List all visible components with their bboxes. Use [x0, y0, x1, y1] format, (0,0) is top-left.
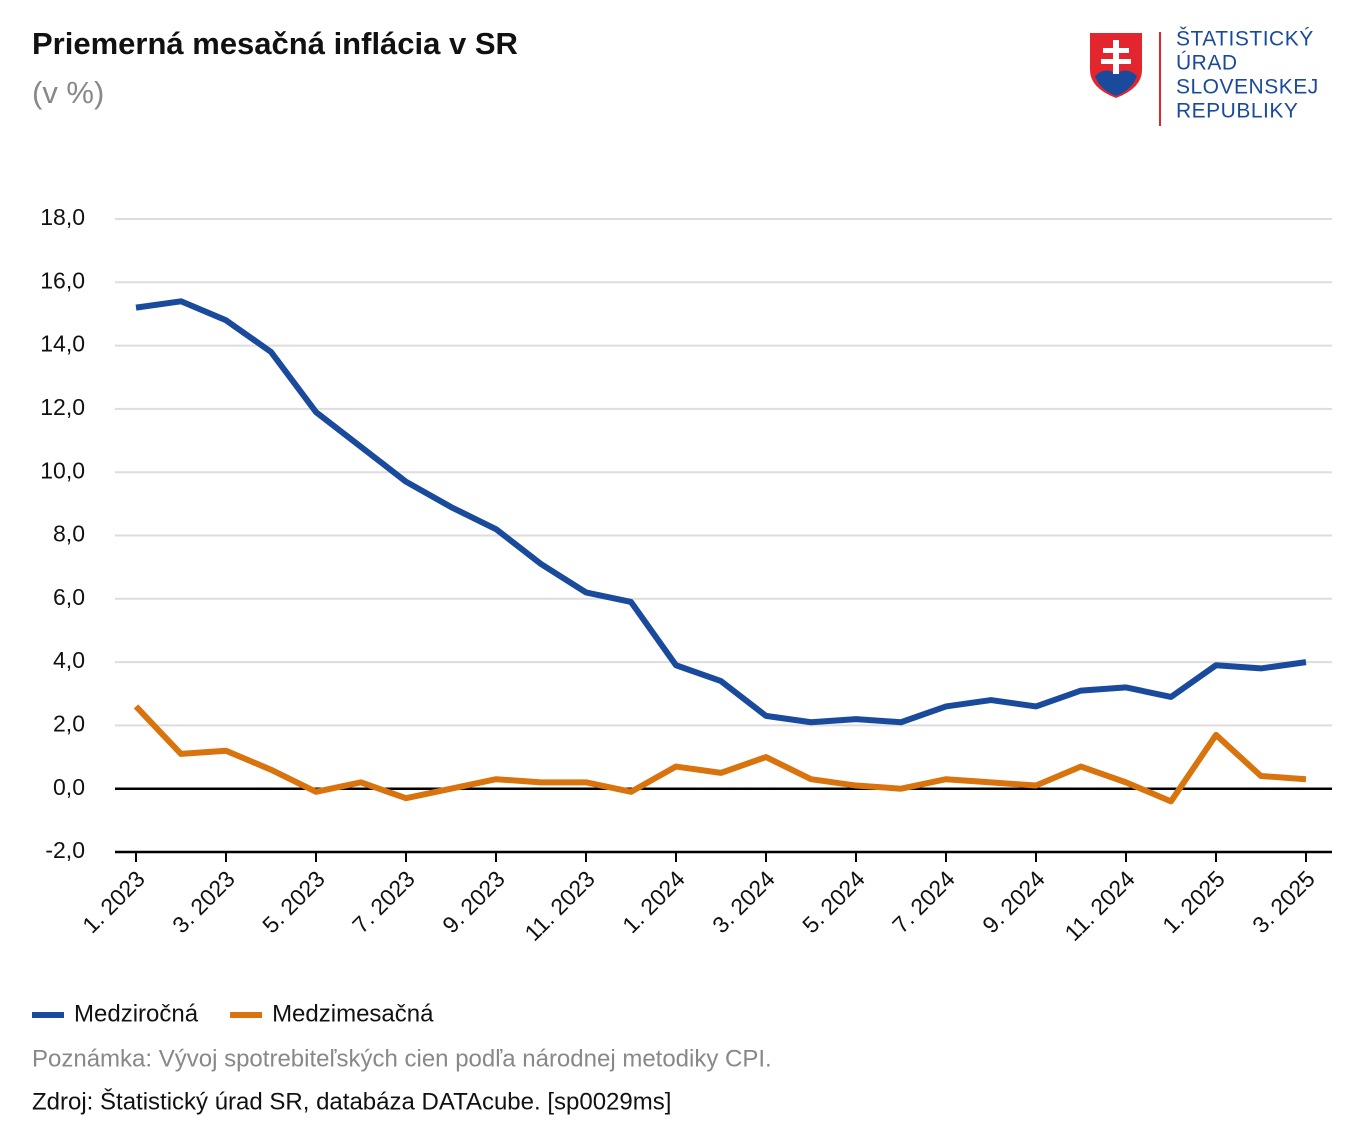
- x-tick-label: 1. 2025: [1157, 865, 1230, 938]
- chart-subtitle: (v %): [32, 75, 104, 110]
- note: Poznámka: Vývoj spotrebiteľských cien po…: [32, 1045, 772, 1072]
- x-tick-label: 11. 2023: [519, 865, 599, 945]
- x-tick-label: 3. 2023: [167, 865, 240, 938]
- logo-hills: [1095, 70, 1137, 96]
- series-line: [133, 704, 1307, 805]
- x-tick-label: 11. 2024: [1059, 865, 1140, 946]
- y-tick-label: 18,0: [40, 204, 85, 230]
- logo-line: ÚRAD: [1176, 52, 1238, 75]
- x-tick-label: 1. 2024: [617, 865, 690, 938]
- x-tick-label: 7. 2024: [887, 865, 960, 938]
- logo-line: SLOVENSKEJ: [1176, 76, 1319, 99]
- series-line: [135, 298, 1307, 726]
- x-tick-label: 9. 2024: [977, 865, 1050, 938]
- x-tick-label: 7. 2023: [347, 865, 420, 938]
- legend-label: Medziročná: [74, 1000, 199, 1027]
- logo-cross: [1101, 40, 1131, 74]
- y-tick-label: 6,0: [53, 584, 85, 610]
- y-tick-label: 0,0: [53, 774, 85, 800]
- x-tick-label: 3. 2025: [1247, 865, 1320, 938]
- y-tick-label: 14,0: [40, 331, 85, 357]
- y-tick-label: 10,0: [40, 457, 85, 483]
- x-tick-label: 9. 2023: [437, 865, 510, 938]
- y-tick-label: 8,0: [53, 521, 85, 547]
- logo-line: REPUBLIKY: [1176, 100, 1298, 123]
- y-tick-label: -2,0: [45, 837, 85, 863]
- x-tick-label: 5. 2024: [797, 865, 870, 938]
- y-tick-label: 4,0: [53, 647, 85, 673]
- logo-line: ŠTATISTICKÝ: [1176, 28, 1314, 51]
- chart-title: Priemerná mesačná inflácia v SR: [32, 26, 518, 61]
- x-tick-label: 1. 2023: [77, 865, 150, 938]
- y-tick-label: 12,0: [40, 394, 85, 420]
- y-tick-label: 2,0: [53, 710, 85, 736]
- legend-label: Medzimesačná: [272, 1000, 434, 1027]
- y-tick-label: 16,0: [40, 267, 85, 293]
- x-tick-label: 3. 2024: [707, 865, 780, 938]
- x-tick-label: 5. 2023: [257, 865, 330, 938]
- source: Zdroj: Štatistický úrad SR, databáza DAT…: [32, 1087, 671, 1115]
